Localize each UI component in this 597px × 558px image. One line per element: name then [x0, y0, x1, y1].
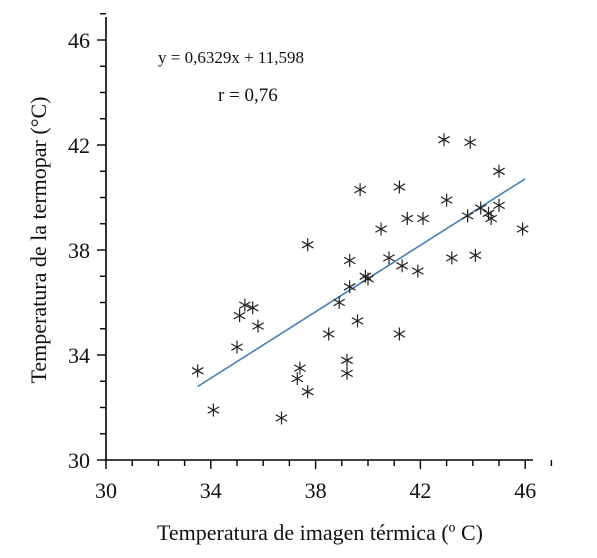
data-point — [341, 353, 353, 367]
data-point — [333, 296, 346, 309]
data-point — [445, 251, 458, 265]
data-point — [417, 212, 429, 225]
data-point — [493, 164, 505, 178]
data-point — [396, 259, 409, 273]
y-axis-title: Temperatura de la termopar (°C) — [26, 96, 51, 383]
data-point — [375, 222, 388, 236]
data-point — [238, 298, 251, 312]
equation-label: y = 0,6329x + 11,598 — [158, 48, 304, 67]
data-point — [493, 198, 505, 212]
data-point — [516, 222, 529, 236]
data-point — [341, 366, 353, 380]
y-tick-label: 34 — [68, 343, 90, 368]
data-point — [438, 133, 450, 147]
data-point — [246, 301, 259, 315]
data-point — [411, 264, 424, 278]
axes — [105, 17, 533, 461]
y-tick-label: 46 — [68, 28, 90, 53]
data-point — [301, 385, 314, 399]
x-tick-label: 30 — [95, 478, 117, 503]
x-tick-label: 38 — [305, 478, 327, 503]
x-tick-label: 34 — [200, 478, 222, 503]
data-point — [440, 193, 453, 207]
trendline-layer — [197, 178, 526, 388]
data-point — [291, 372, 304, 386]
tick-labels: 30 34 38 42 46 30 34 38 42 46 — [68, 28, 536, 503]
data-point — [469, 248, 482, 262]
data-point — [351, 314, 364, 328]
data-point — [383, 251, 395, 265]
r-value-label: r = 0,76 — [218, 85, 278, 106]
data-point — [275, 411, 288, 425]
axis-ticks — [97, 13, 553, 469]
data-point — [464, 135, 477, 149]
data-point — [393, 180, 406, 194]
data-point — [354, 183, 367, 197]
y-tick-label: 42 — [68, 133, 90, 158]
data-point — [485, 212, 498, 225]
data-point — [252, 319, 264, 333]
data-point — [301, 238, 314, 252]
data-point — [343, 280, 356, 294]
data-point — [233, 309, 246, 323]
data-points — [191, 133, 529, 425]
data-point — [362, 272, 374, 286]
x-tick-label: 46 — [514, 478, 536, 503]
y-tick-label: 30 — [68, 448, 90, 473]
x-axis-title: Temperatura de imagen térmica (º C) — [157, 520, 483, 545]
data-point — [401, 212, 414, 225]
y-tick-label: 38 — [68, 238, 90, 263]
x-tick-label: 42 — [409, 478, 431, 503]
data-point — [461, 209, 474, 223]
data-point — [343, 254, 356, 267]
data-point — [207, 403, 220, 417]
trendline — [197, 178, 526, 388]
data-point — [231, 340, 243, 354]
data-point — [191, 364, 204, 378]
data-point — [393, 327, 406, 341]
data-point — [322, 327, 335, 341]
data-point — [474, 201, 487, 215]
data-point — [293, 361, 306, 375]
